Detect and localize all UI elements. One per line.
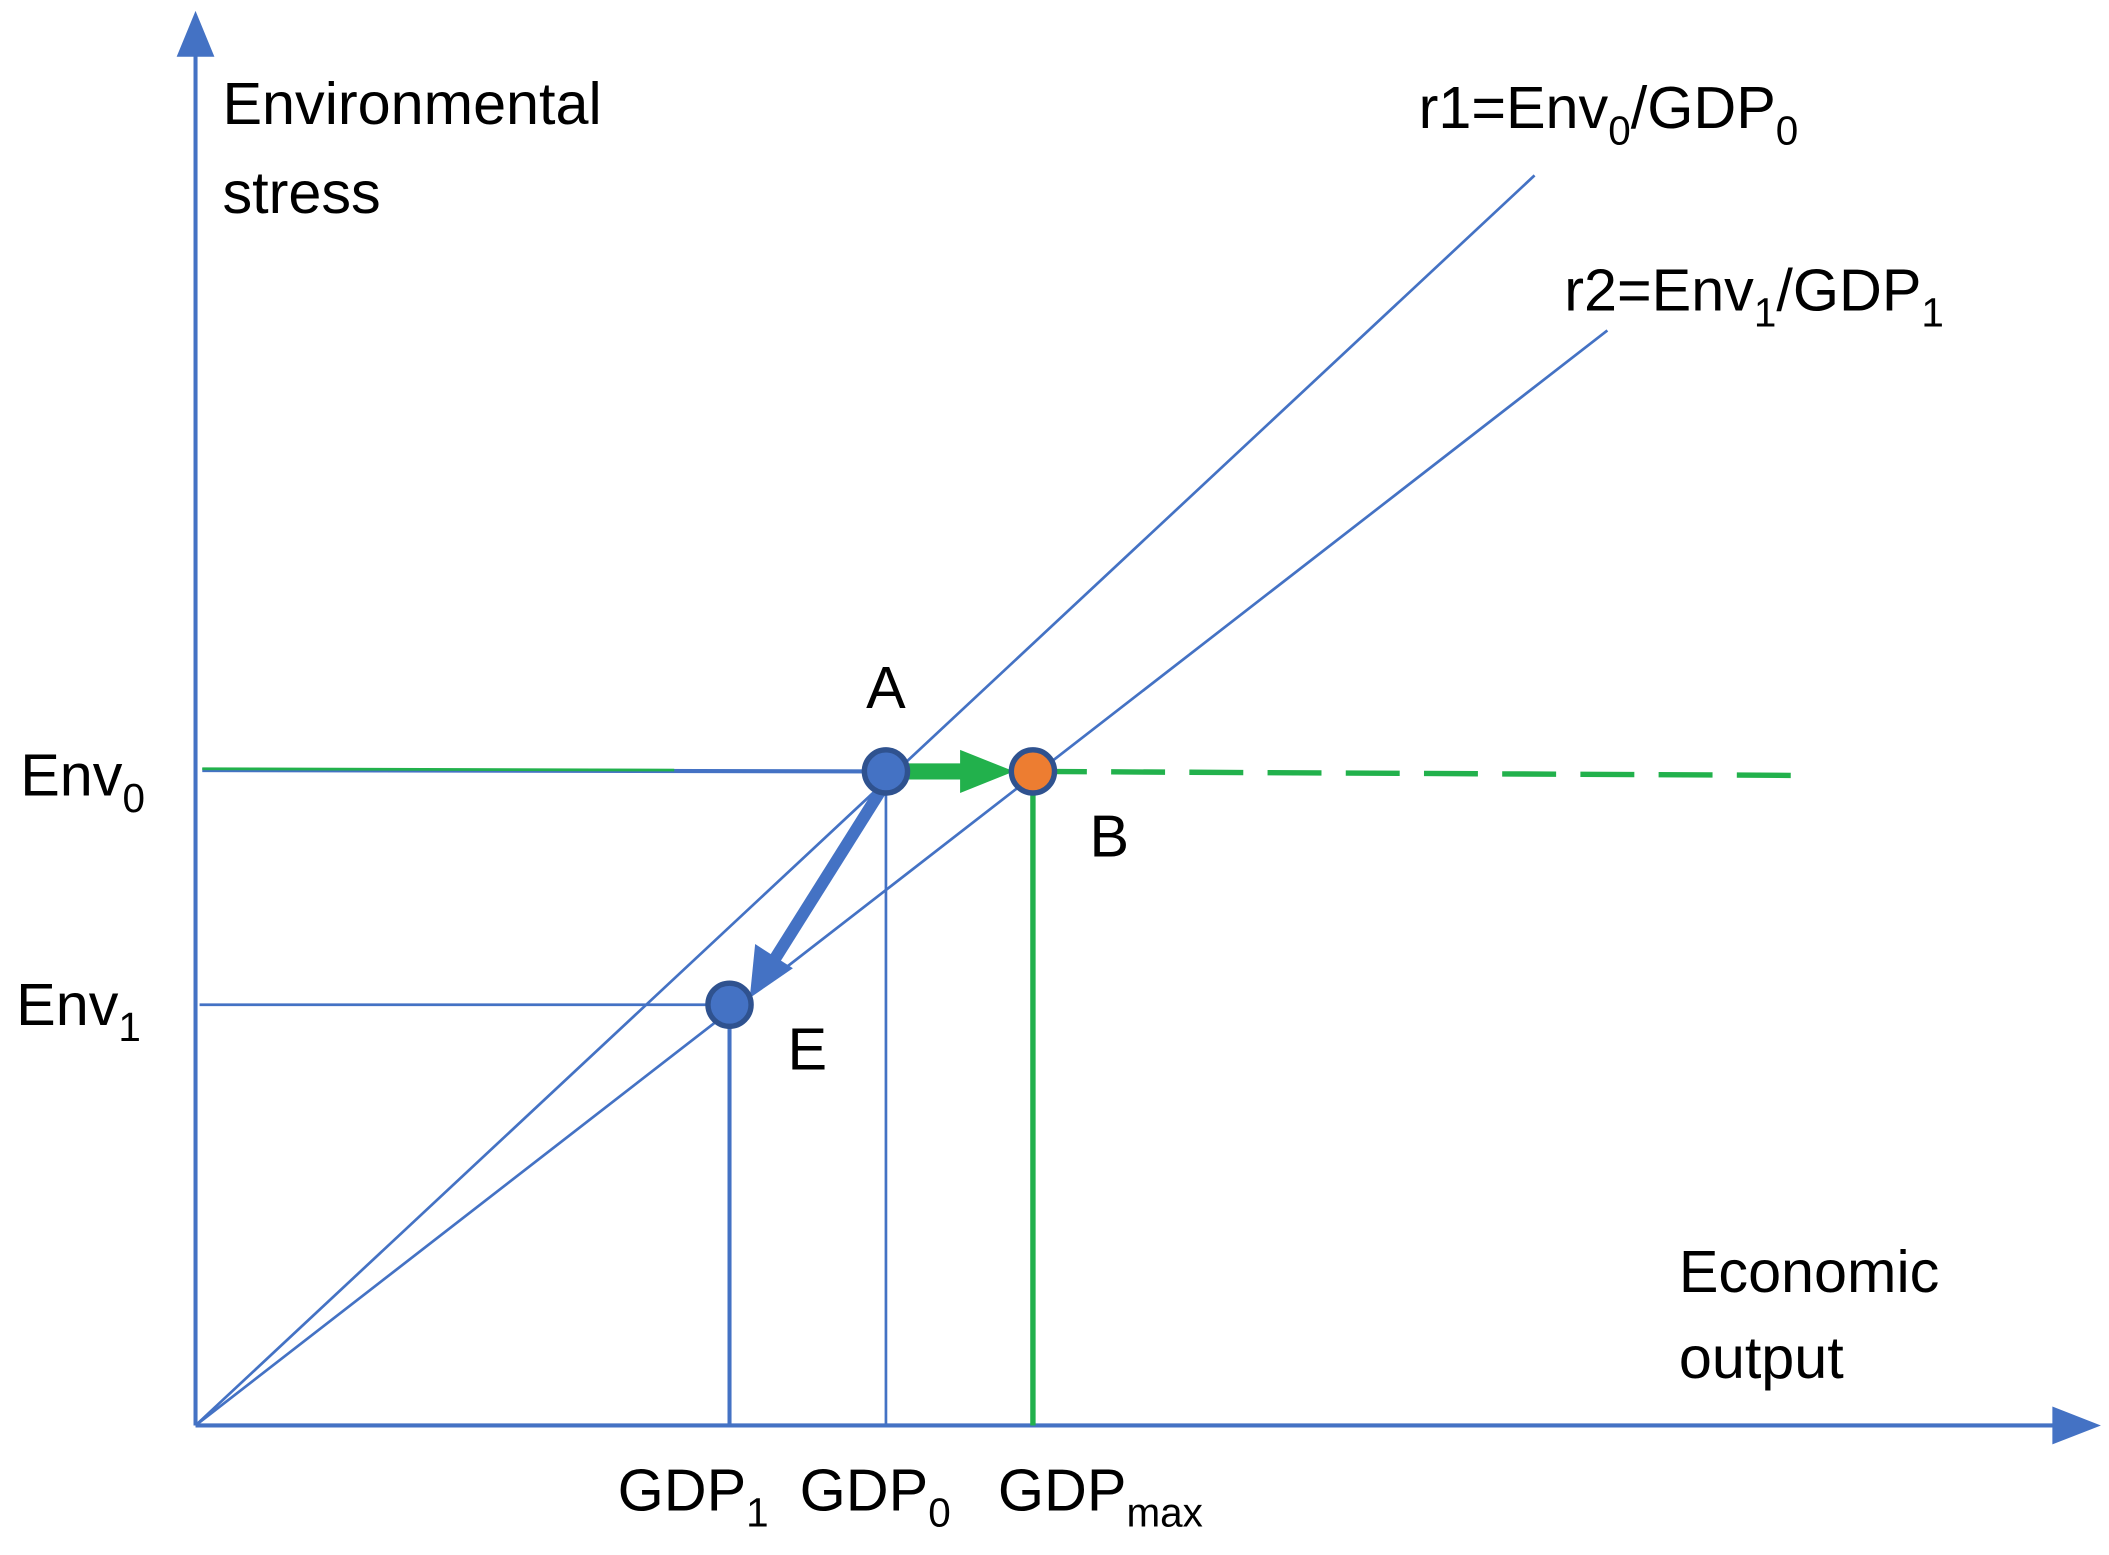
- r1-label-part: 0: [1608, 107, 1631, 153]
- r1-label: r1=Env0/GDP0: [1419, 74, 1799, 153]
- env0-guide-green: [202, 767, 675, 772]
- y-axis-label: Environmental: [222, 70, 601, 137]
- x-tick-label: GDPmax: [998, 1456, 1203, 1535]
- x-axis-label: output: [1679, 1324, 1844, 1391]
- y-axis-label: stress: [222, 159, 380, 226]
- tick-part: Env: [16, 971, 119, 1038]
- x-tick-label: GDP1: [618, 1456, 769, 1535]
- tick-part: GDP: [618, 1456, 747, 1523]
- r2-label: r2=Env1/GDP1: [1564, 256, 1944, 335]
- y-tick-label: Env0: [20, 742, 145, 821]
- tick-part: GDP: [998, 1456, 1127, 1523]
- tick-part: 1: [746, 1490, 769, 1536]
- tick-part: 0: [928, 1490, 951, 1536]
- r2-label-part: 1: [1754, 289, 1777, 335]
- tick-part: Env: [20, 742, 123, 809]
- r2-label-part: r2=Env: [1564, 256, 1754, 323]
- r2-label-part: /GDP: [1776, 256, 1921, 323]
- point-label: E: [788, 1015, 828, 1082]
- x-axis-label: Economic: [1679, 1238, 1940, 1305]
- a-to-e-arrow: [768, 778, 892, 964]
- y-axis-arrow: [176, 10, 215, 57]
- point-label: B: [1090, 802, 1130, 869]
- y-tick-label: Env1: [16, 971, 141, 1050]
- point-a: [861, 747, 911, 796]
- r1-line: [194, 174, 1536, 1427]
- point-label: A: [866, 654, 906, 721]
- a-to-e-arrowhead: [749, 944, 793, 998]
- r1-label-part: r1=Env: [1419, 74, 1609, 141]
- env0-dashed: [1032, 768, 1807, 779]
- r2-line: [194, 329, 1609, 1427]
- tick-part: 0: [122, 775, 145, 821]
- tick-part: GDP: [800, 1456, 929, 1523]
- r2-label-part: 1: [1921, 289, 1944, 335]
- point-b: [1008, 747, 1058, 796]
- r1-label-part: 0: [1776, 107, 1799, 153]
- x-tick-label: GDP0: [800, 1456, 951, 1535]
- x-axis-arrow: [2052, 1406, 2101, 1445]
- a-to-b-arrowhead: [960, 749, 1015, 794]
- point-e: [705, 980, 754, 1029]
- tick-part: max: [1126, 1490, 1202, 1536]
- tick-part: 1: [118, 1004, 140, 1050]
- r1-label-part: /GDP: [1631, 74, 1776, 141]
